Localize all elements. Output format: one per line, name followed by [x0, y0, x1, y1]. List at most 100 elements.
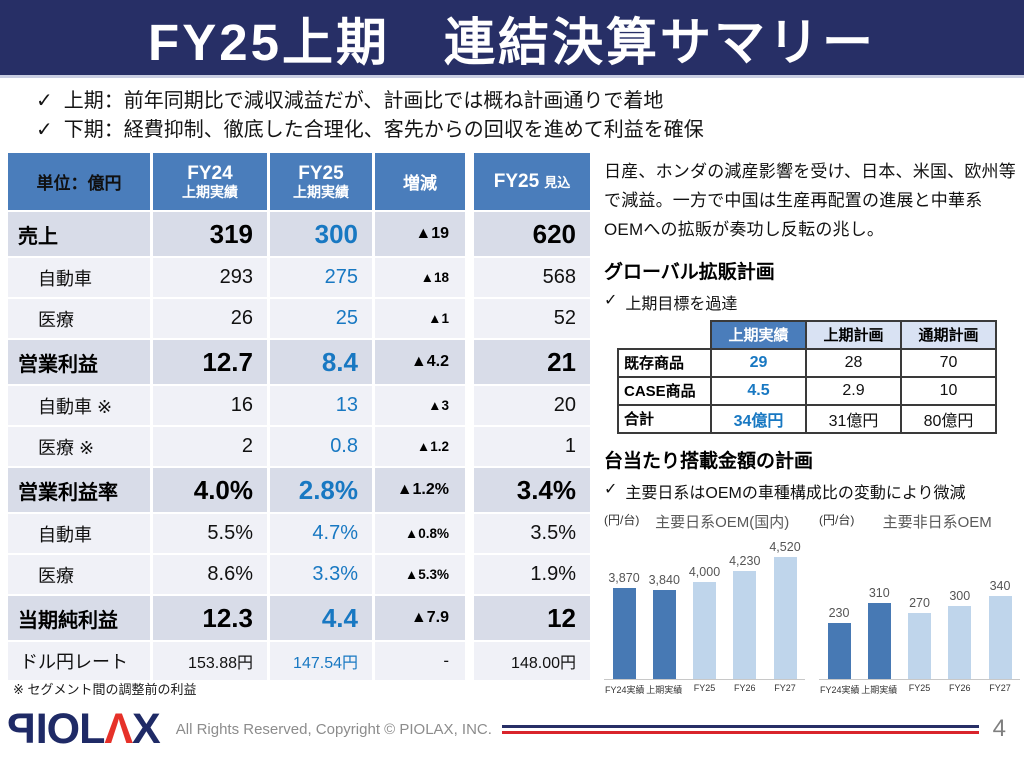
header-line1: FY24 — [187, 162, 233, 184]
small-table-row-label: 既存商品 — [617, 347, 712, 378]
x-axis-label: 上期実績 — [861, 684, 898, 695]
table-row: 自動車 ※ 16 13 ▲3 20 — [8, 386, 590, 425]
fy24-value: 8.6% — [153, 555, 267, 594]
x-axis-label: FY26 — [948, 682, 971, 693]
expansion-bullet: ✓ 上期目標を過達 — [604, 290, 1020, 314]
small-table-row: 既存商品 29 28 70 — [617, 347, 997, 378]
delta-value: ▲18 — [375, 258, 465, 297]
actual-value: 4.5 — [710, 375, 807, 406]
small-table-row: 合計 34億円 31億円 80億円 — [617, 403, 997, 434]
table-row: 当期純利益 12.3 4.4 ▲7.9 12 — [8, 596, 590, 640]
bar-chart: (円/台) 主要日系OEM(国内) 3,870 3,840 4,000 4,230 4,52… — [604, 511, 805, 696]
logo-letter-x: X — [132, 704, 161, 753]
x-axis-label: FY24実績 — [820, 684, 860, 695]
unit-header-cell: 単位：億円 — [8, 153, 150, 210]
forecast-value: 1.9% — [474, 555, 590, 594]
table-row: ドル円レート 153.88円 147.54円 -148.00円 — [8, 642, 590, 680]
bar-value-label: 340 — [989, 578, 1011, 593]
chart-plot-area: 3,870 3,840 4,000 4,230 4,520 — [604, 532, 805, 680]
full-year-value: 10 — [900, 375, 997, 406]
plan-value: 31億円 — [805, 403, 902, 434]
financial-summary-table: 単位：億円 FY24 上期実績 FY25 上期実績 増減 FY25 見込 売上 319 300 ▲… — [8, 153, 590, 682]
row-label: 営業利益 — [8, 340, 150, 384]
forecast-value: 52 — [474, 299, 590, 338]
header-line2: 上期実績 — [182, 184, 238, 201]
logo-letter-p: P — [8, 704, 36, 753]
bullet-item: ✓ 上期：前年同期比で減収減益だが、計画比では概ね計画通りで着地 — [36, 87, 704, 116]
forecast-value: 21 — [474, 340, 590, 384]
header-line1: FY25 — [298, 162, 344, 184]
chart-header: (円/台) 主要非日系OEM — [819, 511, 1020, 532]
fy25-value: 147.54円 — [270, 642, 372, 680]
row-label: 当期純利益 — [8, 596, 150, 640]
slide-footer: PIOLΛX All Rights Reserved, Copyright © … — [0, 703, 1024, 755]
column-header: FY25 上期実績 — [270, 153, 372, 210]
row-label: 自動車 — [8, 258, 150, 297]
header-line2: 上期実績 — [293, 184, 349, 201]
fy24-value: 26 — [153, 299, 267, 338]
delta-value: ▲7.9 — [375, 596, 465, 640]
plan-value: 2.9 — [805, 375, 902, 406]
delta-value: ▲1.2% — [375, 468, 465, 512]
x-axis-label: FY25 — [693, 682, 716, 693]
table-row: 自動車 293 275 ▲18 568 — [8, 258, 590, 297]
copyright-text: All Rights Reserved, Copyright © PIOLAX,… — [175, 720, 492, 738]
table-row: 医療 ※ 2 0.8 ▲1.2 1 — [8, 427, 590, 466]
bar-value-label: 3,870 — [608, 570, 640, 585]
fy25-value: 2.8% — [270, 468, 372, 512]
fy24-value: 12.3 — [153, 596, 267, 640]
table-header-row: 単位：億円 FY24 上期実績 FY25 上期実績 増減 FY25 見込 — [8, 153, 590, 210]
actual-value: 34億円 — [710, 403, 807, 434]
table-row: 自動車 5.5% 4.7% ▲0.8% 3.5% — [8, 514, 590, 553]
empty-cell — [618, 321, 711, 349]
delta-value: - — [375, 642, 465, 680]
fy24-value: 12.7 — [153, 340, 267, 384]
bar-group: 3,840 — [645, 573, 683, 679]
bar-value-label: 3,840 — [648, 572, 680, 587]
bar — [652, 589, 676, 679]
headline-bullets: ✓ 上期：前年同期比で減収減益だが、計画比では概ね計画通りで着地 ✓ 下期：経費抑制、… — [36, 87, 704, 145]
bar-group: 300 — [941, 589, 979, 679]
bar-value-label: 4,000 — [688, 564, 721, 579]
chart-x-labels: FY24実績 上期実績 FY25 FY26 FY27 — [604, 680, 805, 696]
bullet-text: 上期：前年同期比で減収減益だが、計画比では概ね計画通りで着地 — [63, 90, 664, 112]
bar — [733, 570, 757, 679]
plan-value: 28 — [805, 347, 902, 378]
fy24-value: 2 — [153, 427, 267, 466]
per-vehicle-bullet-text: 主要日系はOEMの車種構成比の変動により微減 — [625, 484, 966, 502]
chart-unit-label: (円/台) — [819, 512, 855, 527]
small-table-row: CASE商品 4.5 2.9 10 — [617, 375, 997, 406]
fy24-value: 5.5% — [153, 514, 267, 553]
small-table-header-row: 上期実績 上期計画 通期計画 — [618, 319, 997, 350]
fy25-value: 4.7% — [270, 514, 372, 553]
row-label: 自動車 — [8, 514, 150, 553]
x-axis-label: FY27 — [774, 682, 796, 693]
navy-line — [501, 724, 979, 728]
per-vehicle-bullet: ✓ 主要日系はOEMの車種構成比の変動により微減 — [604, 479, 1020, 503]
bar-chart: (円/台) 主要非日系OEM 230 310 270 300 340 FY24実績 上期実績 FY… — [819, 511, 1020, 696]
bar — [988, 595, 1012, 679]
red-line — [501, 730, 979, 734]
x-axis-label: 上期実績 — [646, 684, 683, 695]
bar — [867, 602, 891, 679]
bar-value-label: 4,230 — [729, 553, 761, 568]
bar — [908, 612, 931, 679]
bullet-item: ✓ 下期：経費抑制、徹底した合理化、客先からの回収を進めて利益を確保 — [36, 116, 704, 145]
logo-letters-iol: IOL — [35, 704, 106, 753]
page-title: FY25上期 連結決算サマリー — [148, 13, 876, 71]
forecast-value: 3.4% — [474, 468, 590, 512]
header-line2: 見込 — [544, 174, 571, 190]
delta-value: ▲1 — [375, 299, 465, 338]
forecast-value: 620 — [474, 212, 590, 256]
forecast-value: 12 — [474, 596, 590, 640]
fy24-value: 153.88円 — [153, 642, 267, 680]
forecast-value: 3.5% — [474, 514, 590, 553]
bar-group: 3,870 — [605, 571, 643, 679]
summary-text: 日産、ホンダの減産影響を受け、日本、米国、欧州等で減益。一方で中国は生産再配置の… — [604, 162, 1016, 240]
bullet-text: 下期：経費抑制、徹底した合理化、客先からの回収を進めて利益を確保 — [63, 119, 704, 141]
row-label: 売上 — [8, 212, 150, 256]
slide-title-bar: FY25上期 連結決算サマリー — [0, 0, 1024, 78]
chart-title: 主要日系OEM(国内) — [655, 513, 790, 531]
bar-value-label: 300 — [949, 588, 971, 603]
